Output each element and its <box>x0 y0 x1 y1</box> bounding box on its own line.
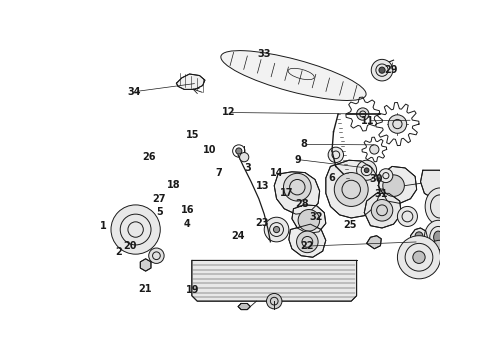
Circle shape <box>388 115 407 133</box>
Circle shape <box>334 172 368 206</box>
Text: 29: 29 <box>384 64 397 75</box>
Polygon shape <box>289 224 326 257</box>
Circle shape <box>383 175 404 197</box>
Circle shape <box>397 236 441 279</box>
Text: 34: 34 <box>127 87 141 97</box>
Text: 23: 23 <box>256 218 269 228</box>
Circle shape <box>240 153 249 162</box>
Circle shape <box>328 147 343 163</box>
Text: 27: 27 <box>153 194 166 204</box>
Polygon shape <box>365 193 401 228</box>
Circle shape <box>397 206 417 226</box>
Text: 3: 3 <box>244 163 251 173</box>
Circle shape <box>357 160 377 180</box>
Ellipse shape <box>434 231 443 243</box>
Circle shape <box>413 251 425 264</box>
Circle shape <box>111 205 160 254</box>
Circle shape <box>298 210 319 231</box>
Polygon shape <box>292 205 326 233</box>
Text: 6: 6 <box>329 173 336 183</box>
Text: 17: 17 <box>280 188 294 198</box>
Text: 19: 19 <box>186 285 199 296</box>
Text: 9: 9 <box>295 155 302 165</box>
Polygon shape <box>238 303 250 310</box>
Text: 22: 22 <box>300 241 314 251</box>
Circle shape <box>296 231 318 253</box>
Text: 21: 21 <box>138 284 151 294</box>
Circle shape <box>415 232 423 239</box>
Ellipse shape <box>424 220 452 254</box>
Text: 7: 7 <box>216 168 222 179</box>
Text: 32: 32 <box>309 212 323 222</box>
Circle shape <box>365 168 369 172</box>
Circle shape <box>267 293 282 309</box>
Polygon shape <box>367 236 381 249</box>
Text: 24: 24 <box>232 231 245 241</box>
Polygon shape <box>140 259 151 271</box>
Circle shape <box>264 217 289 242</box>
Text: 12: 12 <box>222 108 235 117</box>
Polygon shape <box>192 260 357 301</box>
Polygon shape <box>378 166 416 203</box>
Text: 2: 2 <box>115 247 122 257</box>
Text: 30: 30 <box>369 174 382 184</box>
Ellipse shape <box>425 188 454 225</box>
Polygon shape <box>420 170 449 199</box>
Circle shape <box>236 148 242 154</box>
Text: 11: 11 <box>361 116 375 126</box>
Text: 18: 18 <box>167 180 181 190</box>
Text: 25: 25 <box>343 220 357 230</box>
Text: 26: 26 <box>143 152 156 162</box>
Text: 8: 8 <box>300 139 307 149</box>
Text: 5: 5 <box>156 207 163 217</box>
Ellipse shape <box>221 51 366 100</box>
Circle shape <box>371 59 393 81</box>
Circle shape <box>379 169 393 183</box>
Circle shape <box>149 248 164 264</box>
Text: 28: 28 <box>295 199 309 209</box>
Text: 33: 33 <box>258 49 271 59</box>
Polygon shape <box>411 228 427 244</box>
Text: 16: 16 <box>181 204 195 215</box>
Polygon shape <box>326 160 380 218</box>
Circle shape <box>283 173 311 201</box>
Ellipse shape <box>431 240 448 249</box>
Text: 13: 13 <box>256 181 269 191</box>
Polygon shape <box>274 172 319 214</box>
Text: 31: 31 <box>374 189 388 199</box>
Circle shape <box>357 108 369 120</box>
Polygon shape <box>176 74 205 89</box>
Text: 20: 20 <box>123 241 136 251</box>
Text: 4: 4 <box>184 219 190 229</box>
Circle shape <box>379 67 385 73</box>
Text: 14: 14 <box>270 168 284 179</box>
Text: 1: 1 <box>100 221 107 231</box>
Text: 15: 15 <box>186 130 199 140</box>
Circle shape <box>370 145 379 154</box>
Circle shape <box>371 199 393 221</box>
Text: 10: 10 <box>203 145 217 155</box>
Circle shape <box>273 226 280 233</box>
